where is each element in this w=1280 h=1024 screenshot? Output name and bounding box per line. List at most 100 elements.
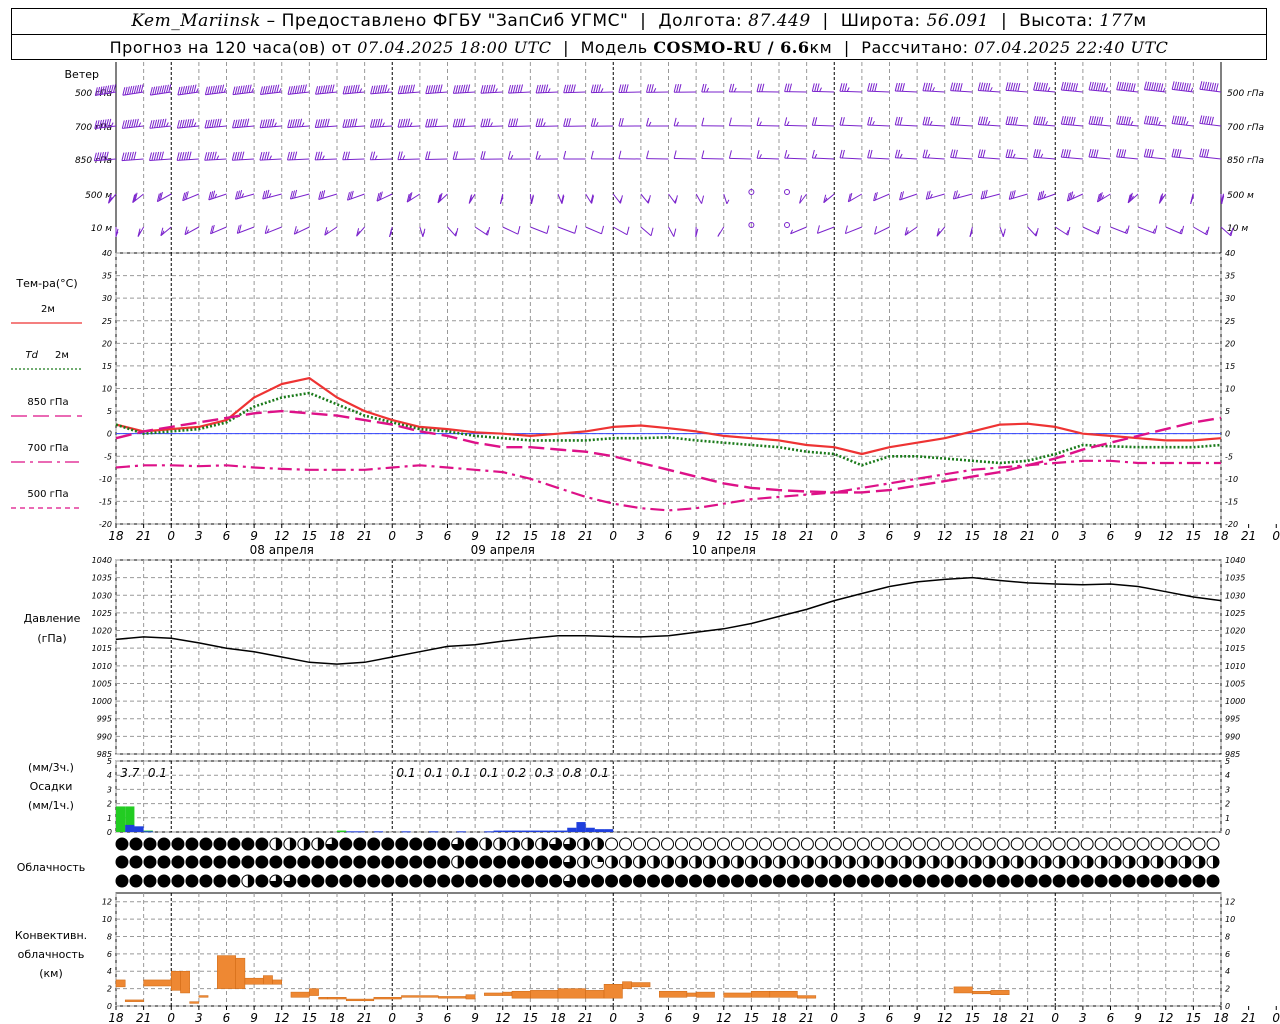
cloud-symbol xyxy=(549,855,563,869)
wind-barb-feather xyxy=(301,84,305,93)
wind-barb-feather xyxy=(1215,83,1219,92)
cloud-symbol xyxy=(1010,874,1024,888)
conv-xtick-label: 9 xyxy=(692,1011,700,1024)
temp-xtick-label: 18 xyxy=(550,529,566,543)
cloud-symbol xyxy=(423,874,437,888)
wind-barb-feather xyxy=(517,226,521,235)
cloud-symbol-fill xyxy=(583,838,590,850)
cloud-symbol xyxy=(674,837,688,851)
wind-barb-shaft xyxy=(790,226,807,235)
wind-barb-shaft xyxy=(370,125,393,128)
cloud-symbol xyxy=(1066,837,1080,851)
temp-ytick-right: -5 xyxy=(1225,452,1233,461)
wind-barb-feather xyxy=(507,151,511,160)
wind-barb-feather xyxy=(161,230,165,235)
precip-1h-bar xyxy=(594,829,605,832)
wind-barb-shaft xyxy=(1116,156,1139,160)
cloud-symbol-fill xyxy=(583,856,590,868)
wind-barb-feather xyxy=(191,84,195,94)
wind-barb-shaft xyxy=(370,158,393,161)
wind-barb-feather xyxy=(1171,148,1175,157)
cloud-symbol-fill xyxy=(317,838,324,851)
cloud-symbol xyxy=(814,874,828,888)
convective-bar xyxy=(797,995,817,999)
wind-barb-shaft xyxy=(259,158,282,161)
wind-barb-shaft xyxy=(260,125,282,129)
wind-barb-feather xyxy=(701,83,705,93)
model-unit: км xyxy=(809,38,833,57)
wind-barb-feather xyxy=(897,149,901,158)
wind-barb-feather xyxy=(897,82,901,92)
wind-barb-feather xyxy=(101,86,105,95)
wind-barb-feather xyxy=(347,118,351,128)
wind-barb-feather xyxy=(1208,82,1212,91)
cloud-symbol xyxy=(647,837,661,851)
wind-barb-feather xyxy=(455,151,459,160)
wind-barb-feather xyxy=(287,86,291,95)
wind-barb-feather xyxy=(844,225,848,234)
wind-barb-feather xyxy=(133,118,137,128)
wind-barb-shaft xyxy=(1193,226,1208,236)
wind-barb-feather xyxy=(494,88,498,93)
wind-barb-shaft xyxy=(1054,226,1069,236)
wind-barb-shaft xyxy=(799,193,808,204)
wind-barb-feather xyxy=(101,119,105,128)
wind-barb-feather xyxy=(950,116,954,125)
wind-barb-feather xyxy=(156,151,160,161)
wind-barb-feather xyxy=(648,121,652,127)
wind-barb-feather xyxy=(676,121,679,127)
wind-barb-shaft xyxy=(618,91,641,94)
cloud-symbol-fill xyxy=(1199,855,1206,868)
cloud-symbol-fill xyxy=(695,856,702,868)
wind-barb-shaft xyxy=(701,157,724,160)
wind-barb-feather xyxy=(464,84,468,93)
wind-barb-feather xyxy=(485,84,489,94)
wind-barb-feather xyxy=(186,85,190,94)
wind-barb-feather xyxy=(1183,82,1187,91)
cloud-symbol xyxy=(339,855,353,869)
cloud-symbol xyxy=(423,837,437,851)
wind-barb-feather xyxy=(756,150,760,159)
wind-barb-shaft xyxy=(1005,123,1028,127)
wind-barb-feather xyxy=(1180,82,1184,91)
cloud-symbol xyxy=(521,855,535,869)
wind-barb-feather xyxy=(520,84,524,93)
cloud-symbol-fill xyxy=(1087,856,1094,868)
wind-barb-feather xyxy=(1067,82,1071,91)
pres-ytick-left: 1005 xyxy=(92,679,112,688)
wind-barb-feather xyxy=(1183,116,1187,126)
cloud-symbol-fill xyxy=(891,856,898,868)
wind-barb-feather xyxy=(1098,192,1102,202)
wind-barb-feather xyxy=(1230,227,1234,236)
wind-barb-feather xyxy=(1035,149,1039,158)
cloud-symbol xyxy=(940,837,954,851)
wind-barb-feather xyxy=(321,118,325,128)
cloud-symbol-fill xyxy=(1031,856,1038,868)
wind-barb-feather xyxy=(1067,226,1071,236)
wind-barb-feather xyxy=(262,119,265,128)
precip-1h-bar xyxy=(401,831,411,833)
cloud-symbol xyxy=(381,855,395,869)
cloud-symbol xyxy=(661,874,675,888)
wind-barb-feather xyxy=(922,149,926,158)
cloud-symbol xyxy=(367,855,381,869)
temp-ytick-right: 5 xyxy=(1225,407,1230,416)
cloud-symbol xyxy=(926,874,940,888)
wind-barb-feather xyxy=(1041,190,1045,199)
convective-bar xyxy=(511,990,531,999)
convective-bar xyxy=(290,991,310,998)
wind-barb-feather xyxy=(1045,83,1049,92)
cloud-symbol xyxy=(716,874,730,888)
cloud-symbol xyxy=(255,837,269,851)
wind-barb-feather xyxy=(289,119,293,128)
temp-xtick-label: 9 xyxy=(1134,529,1142,543)
cloud-symbol xyxy=(241,837,255,851)
wind-barb-feather xyxy=(728,83,732,93)
wind-barb-feather xyxy=(1066,229,1069,235)
wind-barb-feather xyxy=(452,118,456,128)
wind-barb-feather xyxy=(140,84,144,93)
precip-total-label: 0.1 xyxy=(148,766,167,780)
pres-ytick-right: 1010 xyxy=(1225,662,1245,671)
wind-barb-feather xyxy=(1012,153,1016,159)
prec-ytick-left: 5 xyxy=(107,757,112,766)
